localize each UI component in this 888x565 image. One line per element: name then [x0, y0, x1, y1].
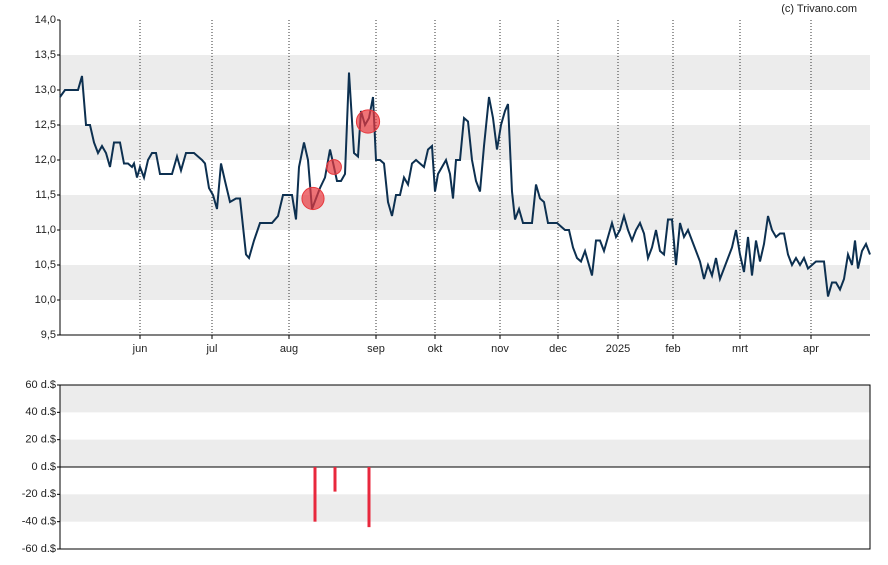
x-tick-label: aug [280, 343, 298, 355]
trade-marker [301, 186, 325, 211]
x-tick-label: mrt [732, 343, 748, 355]
x-tick-label: 2025 [606, 343, 630, 355]
x-tick-label: apr [803, 343, 819, 355]
y-tick-label: 11,5 [35, 189, 56, 201]
y-tick-label: 40 d.$ [25, 406, 56, 418]
y-tick-label: 0 d.$ [32, 461, 56, 473]
y-tick-label: 14,0 [35, 14, 56, 26]
bar [367, 467, 371, 528]
y-tick-label: -20 d.$ [22, 488, 56, 500]
y-tick-label: 60 d.$ [25, 379, 56, 391]
y-tick-label: 12,0 [35, 154, 56, 166]
x-tick-label: sep [367, 343, 385, 355]
y-tick-label: -60 d.$ [22, 543, 56, 555]
y-tick-label: 12,5 [35, 119, 56, 131]
y-tick-label: 9,5 [41, 329, 56, 341]
bar [313, 467, 317, 522]
y-tick-label: 20 d.$ [25, 434, 56, 446]
y-tick-label: 11,0 [35, 224, 56, 236]
y-tick-label: 13,0 [35, 84, 56, 96]
grid-band [60, 55, 870, 90]
grid-band [60, 494, 870, 522]
trade-marker [326, 159, 342, 175]
price-line [59, 72, 871, 297]
x-tick-label: dec [549, 343, 567, 355]
credit: (c) Trivano.com [781, 3, 857, 15]
grid-band [60, 385, 870, 413]
y-tick-label: 10,0 [35, 294, 56, 306]
y-tick-label: 13,5 [35, 49, 56, 61]
x-tick-label: jul [205, 343, 217, 355]
y-tick-label: -40 d.$ [22, 516, 56, 528]
y-tick-label: 10,5 [35, 259, 56, 271]
x-tick-label: nov [491, 343, 509, 355]
grid-band [60, 195, 870, 230]
grid-band [60, 265, 870, 300]
grid-band [60, 125, 870, 160]
x-tick-label: okt [428, 343, 443, 355]
x-tick-label: jun [132, 343, 148, 355]
bar [333, 467, 337, 492]
x-tick-label: feb [665, 343, 680, 355]
trade-marker [355, 109, 381, 134]
grid-band [60, 439, 870, 467]
